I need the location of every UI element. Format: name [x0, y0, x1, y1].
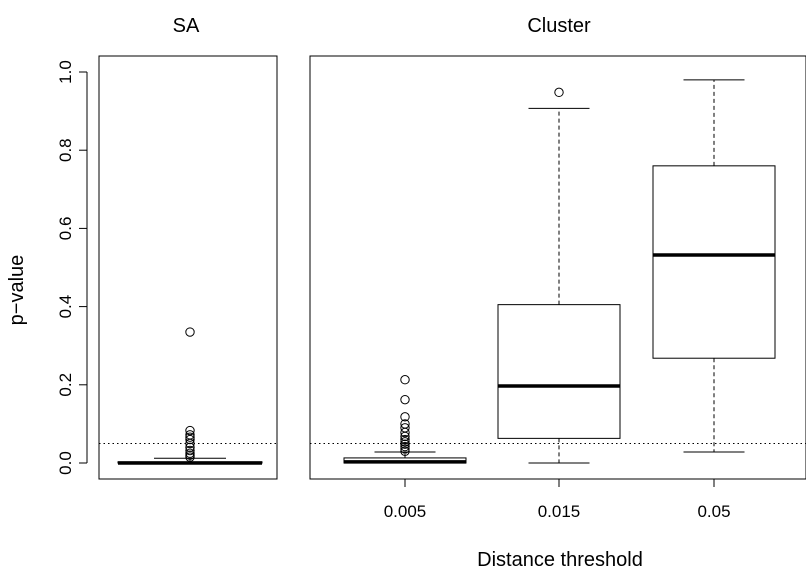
outlier-point	[185, 452, 195, 462]
outlier-point	[400, 437, 410, 447]
x-tick-label: 0.005	[384, 502, 427, 521]
x-tick-label: 0.05	[697, 502, 730, 521]
outlier-point	[400, 446, 410, 456]
outlier-point	[185, 432, 195, 442]
y-tick-label: 0.0	[56, 451, 75, 475]
outlier-point	[185, 445, 195, 456]
outlier-point	[400, 431, 410, 442]
outlier-point	[185, 434, 195, 445]
outlier-point	[400, 427, 410, 438]
outlier-point	[400, 394, 410, 405]
y-tick-label: 0.4	[56, 295, 75, 319]
panel-title: Cluster	[527, 15, 591, 37]
outlier-point	[400, 412, 410, 422]
outlier-point	[400, 444, 410, 454]
panel-title: SA	[173, 15, 200, 37]
x-axis-label: Distance threshold	[477, 549, 643, 571]
outlier-point	[185, 425, 195, 436]
panels-layer: 0.0 0.2 0.4 0.6 0.8 1.0 SA Cluster 0.005 0.015 0.0…	[56, 15, 806, 521]
y-tick-label: 0.6	[56, 217, 75, 241]
outlier-point	[554, 87, 564, 98]
iqr-box	[497, 304, 621, 439]
outlier-point	[400, 375, 410, 385]
x-tick-label: 0.015	[538, 502, 581, 521]
outlier-point	[400, 439, 410, 449]
y-tick-label: 0.2	[56, 373, 75, 397]
y-tick-label: 1.0	[56, 60, 75, 84]
y-axis-label: p−value	[6, 255, 28, 326]
outlier-point	[185, 438, 195, 449]
outlier-point	[400, 434, 410, 445]
outlier-point	[400, 441, 410, 452]
outlier-point	[185, 442, 195, 453]
iqr-box	[652, 165, 776, 359]
y-tick-label: 0.8	[56, 138, 75, 162]
panel-frame	[98, 55, 278, 480]
outlier-point	[185, 327, 195, 337]
